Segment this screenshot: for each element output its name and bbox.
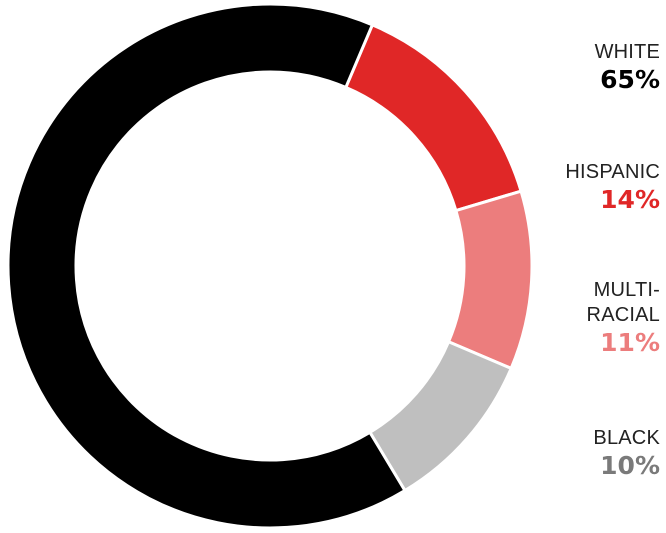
legend-value-multi-racial: 11%: [600, 328, 660, 357]
legend-value-black: 10%: [600, 451, 660, 480]
legend-label-multi-racial-line1: MULTI-: [593, 279, 660, 301]
legend-item-white: WHITE 65%: [460, 40, 660, 95]
legend-label-multi-racial-line2: RACIAL: [586, 304, 660, 326]
legend-value-white: 65%: [600, 65, 660, 94]
legend-label-black: BLACK: [593, 427, 660, 449]
legend-label-hispanic: HISPANIC: [565, 161, 660, 183]
legend-item-black: BLACK 10%: [460, 426, 660, 481]
legend-label-white: WHITE: [594, 41, 660, 63]
legend-item-hispanic: HISPANIC 14%: [460, 160, 660, 215]
legend-value-hispanic: 14%: [600, 185, 660, 214]
slice-white: [6, 2, 407, 530]
legend-item-multi-racial: MULTI- RACIAL 11%: [460, 278, 660, 358]
